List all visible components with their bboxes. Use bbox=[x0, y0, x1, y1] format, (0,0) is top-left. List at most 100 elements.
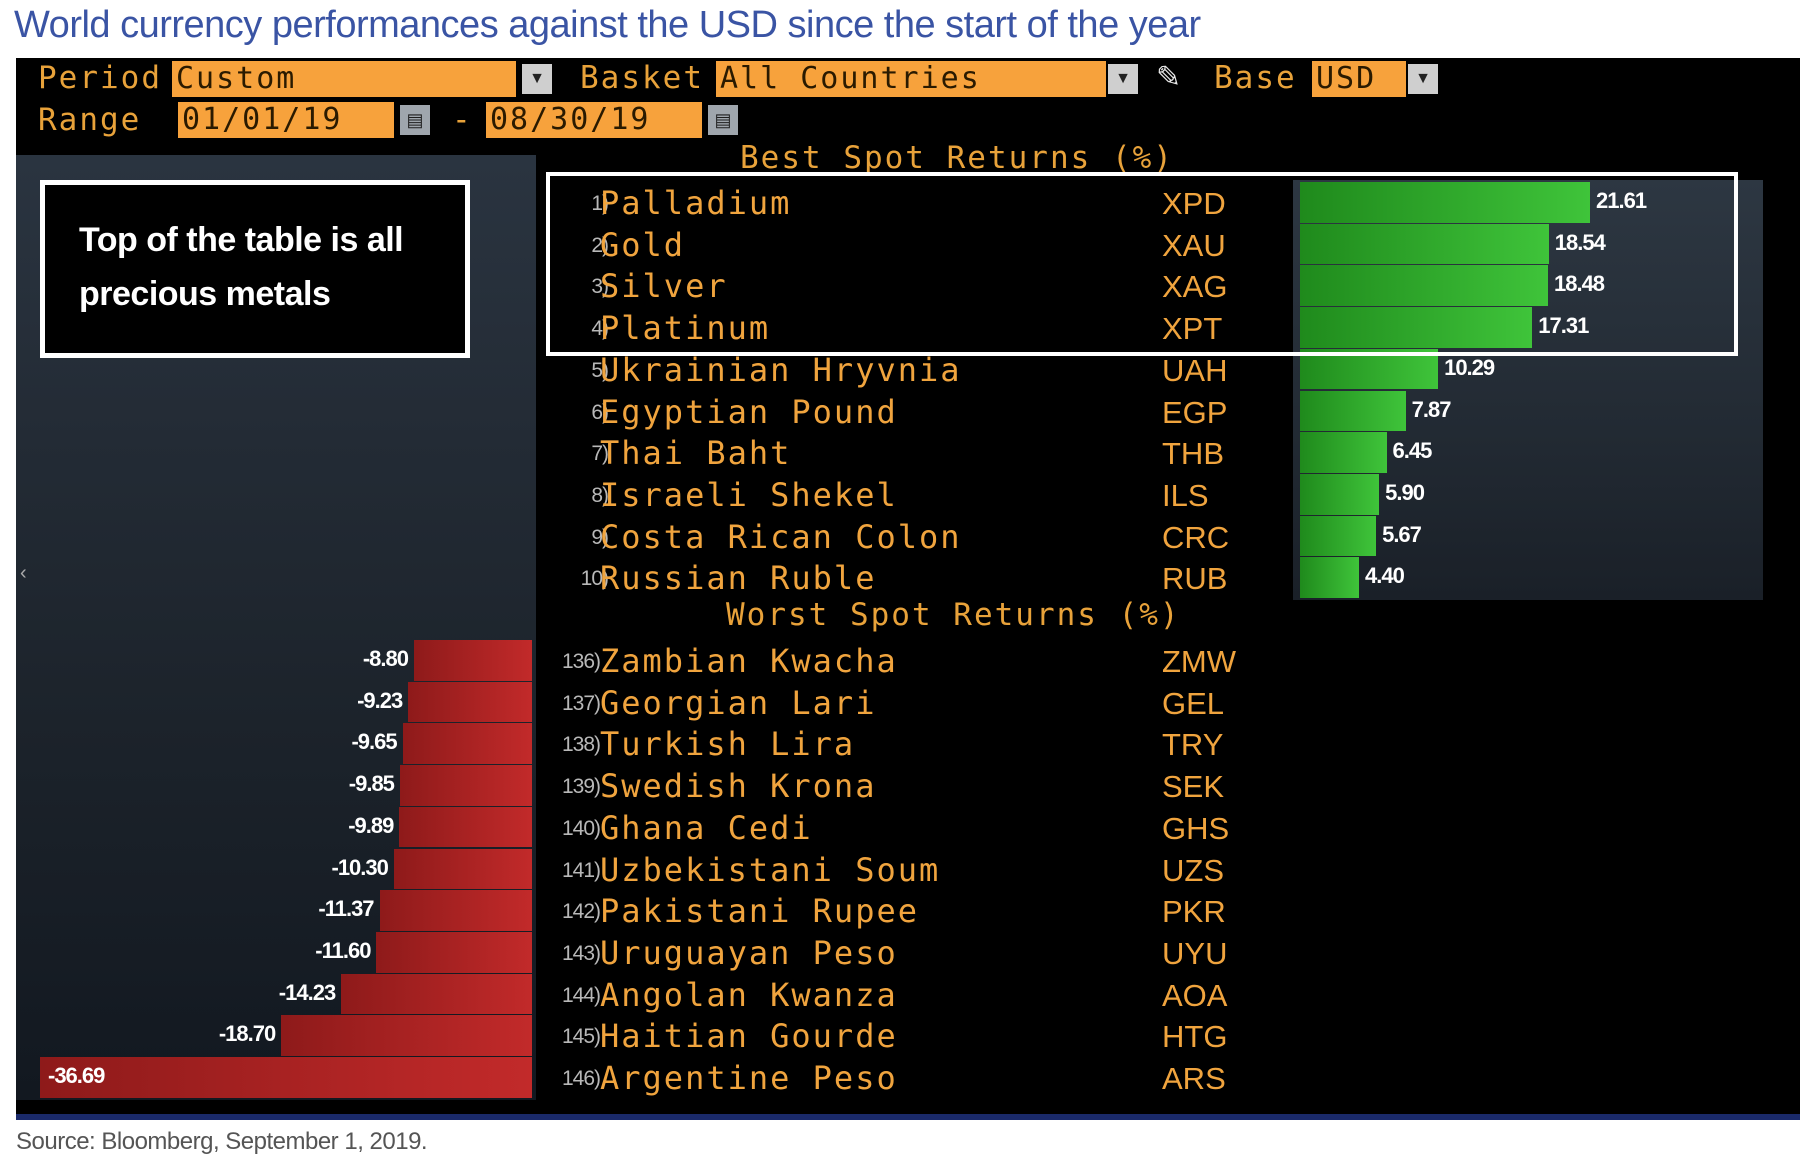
best-return-bar bbox=[1300, 432, 1387, 473]
currency-name: Angolan Kwanza bbox=[600, 975, 898, 1014]
range-start-calendar-icon[interactable]: ▤ bbox=[400, 105, 430, 135]
worst-return-bar bbox=[393, 848, 532, 890]
row-rank: 139) bbox=[561, 775, 601, 799]
worst-return-value: -9.89 bbox=[348, 812, 394, 838]
row-rank: 143) bbox=[561, 941, 601, 965]
currency-name: Costa Rican Colon bbox=[600, 517, 962, 556]
currency-name: Uzbekistani Soum bbox=[600, 850, 941, 889]
row-rank: 3) bbox=[591, 275, 609, 299]
row-rank: 2) bbox=[591, 233, 609, 257]
currency-code: RUB bbox=[1162, 561, 1228, 597]
row-rank: 1) bbox=[591, 192, 609, 215]
currency-name: Ghana Cedi bbox=[600, 808, 813, 847]
worst-return-value: -9.23 bbox=[357, 687, 403, 713]
row-rank: 6) bbox=[591, 400, 609, 424]
worst-return-bar bbox=[399, 806, 532, 848]
pencil-icon[interactable]: ✎ bbox=[1156, 61, 1182, 94]
range-end-calendar-icon[interactable]: ▤ bbox=[708, 105, 738, 135]
currency-name: Turkish Lira bbox=[600, 725, 856, 764]
currency-name: Thai Baht bbox=[600, 434, 792, 473]
worst-return-value: -11.60 bbox=[315, 937, 371, 963]
worst-return-bar bbox=[281, 1015, 532, 1056]
currency-code: UAH bbox=[1162, 352, 1228, 388]
panel-resize-handle[interactable]: ‹ bbox=[20, 562, 27, 584]
currency-name: Pakistani Rupee bbox=[600, 892, 919, 931]
currency-name: Israeli Shekel bbox=[600, 475, 898, 514]
best-return-bar bbox=[1300, 557, 1360, 598]
best-return-value: 6.45 bbox=[1392, 438, 1433, 464]
currency-code: TRY bbox=[1162, 727, 1224, 763]
row-rank: 138) bbox=[561, 733, 601, 757]
row-rank: 10) bbox=[580, 567, 609, 591]
currency-code: XPD bbox=[1162, 186, 1226, 221]
currency-name: Platinum bbox=[600, 309, 771, 348]
best-return-bar bbox=[1300, 265, 1548, 307]
page-title: World currency performances against the … bbox=[14, 4, 1201, 46]
currency-name: Palladium bbox=[600, 184, 792, 222]
best-return-bar bbox=[1300, 223, 1549, 265]
basket-label: Basket bbox=[580, 60, 704, 96]
currency-code: EGP bbox=[1162, 394, 1228, 430]
best-returns-heading: Best Spot Returns (%) bbox=[740, 140, 1174, 176]
period-chevron-down-icon[interactable]: ▼ bbox=[522, 64, 552, 94]
row-rank: 7) bbox=[591, 442, 609, 466]
best-return-bar bbox=[1300, 390, 1406, 432]
range-separator: - bbox=[452, 102, 473, 138]
currency-code: SEK bbox=[1162, 769, 1225, 805]
row-rank: 4) bbox=[591, 317, 609, 341]
range-label: Range bbox=[38, 102, 142, 138]
base-chevron-down-icon[interactable]: ▼ bbox=[1408, 64, 1438, 94]
row-rank: 140) bbox=[561, 816, 601, 840]
currency-name: Gold bbox=[600, 225, 686, 264]
currency-name: Uruguayan Peso bbox=[600, 933, 898, 972]
worst-return-value: -18.70 bbox=[218, 1021, 276, 1047]
currency-name: Russian Ruble bbox=[600, 559, 877, 598]
currency-code: UZS bbox=[1162, 852, 1224, 888]
best-return-value: 5.67 bbox=[1382, 521, 1422, 547]
currency-name: Ukrainian Hryvnia bbox=[600, 350, 962, 389]
range-end-input[interactable]: 08/30/19 bbox=[486, 102, 702, 138]
base-label: Base bbox=[1214, 60, 1297, 96]
worst-return-bar bbox=[413, 640, 532, 681]
row-rank: 144) bbox=[561, 983, 601, 1007]
worst-return-bar bbox=[408, 681, 532, 723]
currency-code: XPT bbox=[1162, 311, 1223, 347]
best-return-value: 21.61 bbox=[1596, 188, 1647, 213]
currency-name: Georgian Lari bbox=[600, 683, 877, 722]
row-rank: 8) bbox=[591, 483, 609, 507]
worst-return-bar bbox=[341, 973, 532, 1015]
currency-name: Swedish Krona bbox=[600, 767, 877, 806]
worst-return-bar bbox=[402, 723, 532, 765]
worst-return-value: -9.65 bbox=[351, 729, 397, 755]
row-rank: 145) bbox=[561, 1025, 601, 1049]
row-rank: 141) bbox=[561, 858, 601, 882]
currency-code: XAU bbox=[1162, 227, 1226, 263]
currency-name: Argentine Peso bbox=[600, 1059, 898, 1097]
worst-return-bar bbox=[376, 931, 532, 973]
currency-name: Silver bbox=[600, 267, 728, 306]
currency-code: ILS bbox=[1162, 477, 1209, 513]
worst-return-value: -9.85 bbox=[348, 771, 395, 797]
currency-code: CRC bbox=[1162, 519, 1230, 555]
currency-code: PKR bbox=[1162, 894, 1226, 930]
period-select[interactable]: Custom bbox=[172, 61, 516, 97]
currency-code: THB bbox=[1162, 436, 1224, 472]
worst-return-value: -11.37 bbox=[318, 896, 374, 922]
base-select[interactable]: USD bbox=[1312, 61, 1406, 97]
basket-chevron-down-icon[interactable]: ▼ bbox=[1108, 64, 1138, 94]
currency-name: Haitian Gourde bbox=[600, 1017, 898, 1056]
range-start-input[interactable]: 01/01/19 bbox=[178, 102, 394, 138]
best-return-value: 5.90 bbox=[1385, 479, 1425, 505]
precious-metals-highlight bbox=[546, 172, 1738, 356]
currency-name: Zambian Kwacha bbox=[600, 642, 898, 680]
currency-code: ARS bbox=[1162, 1061, 1226, 1096]
row-rank: 146) bbox=[561, 1067, 601, 1090]
worst-return-value: -10.30 bbox=[331, 854, 389, 880]
currency-code: GEL bbox=[1162, 685, 1225, 721]
basket-select[interactable]: All Countries bbox=[716, 61, 1106, 97]
currency-code: XAG bbox=[1162, 269, 1228, 305]
best-return-value: 18.48 bbox=[1553, 271, 1605, 297]
best-return-value: 17.31 bbox=[1538, 313, 1589, 339]
currency-code: AOA bbox=[1162, 977, 1228, 1013]
worst-return-bar bbox=[40, 1057, 532, 1098]
